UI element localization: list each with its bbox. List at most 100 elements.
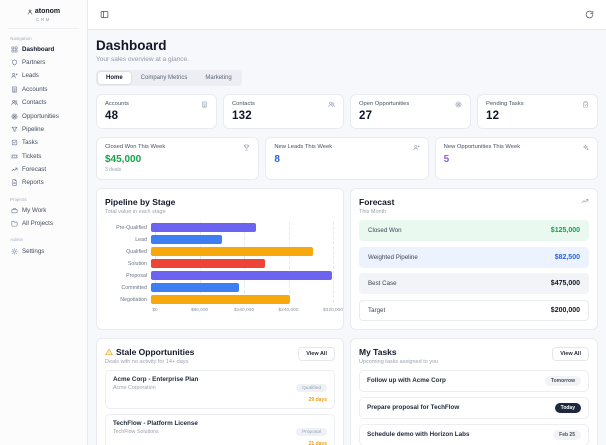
sidebar-item-label: Leads bbox=[22, 72, 39, 80]
sidebar-item-label: Contacts bbox=[22, 99, 47, 107]
chart-bar-row: Pre-Qualified bbox=[105, 222, 335, 234]
task-due-badge: Today bbox=[554, 402, 581, 413]
sidebar-item-reports[interactable]: Reports bbox=[8, 176, 79, 189]
forecast-row-closed-won: Closed Won $125,000 bbox=[359, 220, 589, 241]
task-title: Follow up with Acme Corp bbox=[367, 377, 446, 384]
chart-bar-pre-qualified[interactable] bbox=[151, 223, 257, 232]
stat-card-pending-tasks: Pending Tasks 12 bbox=[477, 93, 598, 129]
weekly-card-value: 8 bbox=[274, 154, 280, 165]
sidebar-item-pipeline[interactable]: Pipeline bbox=[8, 123, 79, 136]
sidebar-item-leads[interactable]: Leads bbox=[8, 69, 79, 82]
leads-icon bbox=[11, 72, 18, 79]
stale-item-text: TechFlow - Platform License TechFlow Solu… bbox=[113, 420, 198, 435]
chart-category-label: Qualified bbox=[126, 248, 147, 255]
atonom-logo-icon bbox=[27, 9, 33, 15]
stale-days: 29 days bbox=[308, 396, 327, 403]
chart-category-label: Pre-Qualified bbox=[116, 224, 147, 231]
sidebar-item-forecast[interactable]: Forecast bbox=[8, 163, 79, 176]
sparkles-icon bbox=[582, 144, 589, 151]
topbar bbox=[88, 0, 606, 30]
chart-bar-row: Lead bbox=[105, 234, 335, 246]
sidebar-item-label: Opportunities bbox=[22, 112, 59, 120]
reports-icon bbox=[11, 179, 18, 187]
stale-opportunity-item[interactable]: Acme Corp - Enterprise Plan Acme Corporat… bbox=[105, 369, 335, 409]
stale-panel-subtitle: Deals with no activity for 14+ days bbox=[105, 358, 189, 365]
user-plus-icon bbox=[413, 144, 420, 151]
stat-card-header: Contacts bbox=[232, 101, 335, 108]
stage-badge: Proposal bbox=[296, 428, 327, 436]
sidebar-section-label: Projects bbox=[10, 196, 27, 202]
forecast-row-value: $475,000 bbox=[550, 280, 580, 287]
stale-opportunity-item[interactable]: TechFlow - Platform License TechFlow Solu… bbox=[105, 413, 335, 445]
sidebar-item-all-projects[interactable]: All Projects bbox=[8, 217, 79, 230]
sidebar-toggle-icon[interactable] bbox=[100, 10, 109, 19]
trophy-icon bbox=[243, 144, 250, 151]
task-title: Schedule demo with Horizon Labs bbox=[367, 431, 470, 438]
pipeline-icon bbox=[11, 126, 18, 133]
forecast-panel-title: Forecast bbox=[359, 196, 395, 207]
stat-card-value: 132 bbox=[232, 110, 252, 122]
chart-bar-track bbox=[151, 259, 333, 268]
chart-x-axis: $0 $80,000 $160,000 $240,000 $320,000 bbox=[152, 306, 343, 315]
chart-bar-track bbox=[151, 235, 333, 244]
stat-card-contacts: Contacts 132 bbox=[223, 93, 344, 129]
tasks-view-all-button[interactable]: View All bbox=[552, 346, 589, 361]
stale-days: 21 days bbox=[308, 440, 327, 445]
tab-marketing[interactable]: Marketing bbox=[205, 74, 232, 81]
stat-card-accounts: Accounts 48 bbox=[96, 93, 217, 129]
sidebar-item-opportunities[interactable]: Opportunities bbox=[8, 109, 79, 122]
sidebar-item-tickets[interactable]: Tickets bbox=[8, 150, 79, 163]
stat-card-label: Contacts bbox=[232, 100, 255, 107]
sidebar-nav: Navigation Dashboard Partners Leads Accounts… bbox=[8, 36, 79, 258]
tasks-icon bbox=[11, 139, 18, 146]
my-tasks-list: Follow up with Acme Corp Tomorrow Prepare … bbox=[359, 369, 589, 445]
sidebar-item-dashboard[interactable]: Dashboard bbox=[8, 43, 79, 56]
chart-bar-proposal[interactable] bbox=[151, 271, 332, 280]
task-item[interactable]: Prepare proposal for TechFlow Today bbox=[359, 396, 589, 419]
tasks-panel-subtitle: Upcoming tasks assigned to you bbox=[359, 358, 439, 365]
forecast-row-label: Closed Won bbox=[368, 227, 402, 234]
forecast-row-target: Target $200,000 bbox=[359, 299, 589, 321]
dashboard-tabs: Home Company Metrics Marketing bbox=[96, 69, 242, 86]
sidebar-item-partners[interactable]: Partners bbox=[8, 56, 79, 69]
forecast-icon bbox=[11, 166, 18, 173]
refresh-icon[interactable] bbox=[585, 10, 594, 19]
sidebar-item-accounts[interactable]: Accounts bbox=[8, 83, 79, 96]
tab-home[interactable]: Home bbox=[98, 71, 131, 84]
stat-cards-row: Accounts 48 Contacts 132 Open Opportunities 2… bbox=[96, 93, 598, 129]
stale-panel-title: Stale Opportunities bbox=[116, 346, 195, 357]
sidebar-item-contacts[interactable]: Contacts bbox=[8, 96, 79, 109]
gridline bbox=[333, 221, 334, 303]
chart-category-label: Solution bbox=[127, 260, 147, 267]
tab-company-metrics[interactable]: Company Metrics bbox=[140, 74, 188, 81]
page-title: Dashboard bbox=[96, 38, 167, 53]
task-item[interactable]: Schedule demo with Horizon Labs Feb 25 bbox=[359, 423, 589, 445]
chart-category-label: Lead bbox=[135, 236, 147, 243]
chart-bar-negotiation[interactable] bbox=[151, 295, 291, 304]
forecast-row-label: Best Case bbox=[368, 280, 397, 287]
task-item[interactable]: Follow up with Acme Corp Tomorrow bbox=[359, 369, 589, 392]
sidebar-item-label: Partners bbox=[22, 59, 46, 67]
chart-bar-committed[interactable] bbox=[151, 283, 240, 292]
forecast-row-label: Target bbox=[368, 306, 386, 314]
chart-bar-solution[interactable] bbox=[151, 259, 265, 268]
weekly-card-new-opportunities-this-week: New Opportunities This Week 5 bbox=[434, 137, 598, 180]
sidebar-item-settings[interactable]: Settings bbox=[8, 244, 79, 257]
sidebar-item-my-work[interactable]: My Work bbox=[8, 204, 79, 217]
chart-bar-row: Qualified bbox=[105, 246, 335, 258]
sidebar-item-tasks[interactable]: Tasks bbox=[8, 136, 79, 149]
chart-bar-row: Solution bbox=[105, 258, 335, 270]
accounts-icon bbox=[11, 86, 18, 93]
weekly-card-value: $45,000 bbox=[105, 154, 142, 165]
stale-item-meta: Qualified 29 days bbox=[296, 376, 327, 403]
tasks-panel-title: My Tasks bbox=[359, 346, 397, 357]
page-subtitle: Your sales overview at a glance. bbox=[96, 55, 189, 63]
stale-view-all-button[interactable]: View All bbox=[298, 346, 335, 361]
stale-opportunities-panel: Stale Opportunities Deals with no activi… bbox=[96, 337, 344, 445]
main-area: Dashboard Your sales overview at a glanc… bbox=[88, 0, 606, 445]
stale-item-meta: Proposal 21 days bbox=[296, 420, 327, 445]
chart-bar-lead[interactable] bbox=[151, 235, 223, 244]
mid-panels-row: Pipeline by Stage Total value in each st… bbox=[96, 187, 598, 330]
forecast-row-best-case: Best Case $475,000 bbox=[359, 273, 589, 294]
chart-bar-qualified[interactable] bbox=[151, 247, 314, 256]
